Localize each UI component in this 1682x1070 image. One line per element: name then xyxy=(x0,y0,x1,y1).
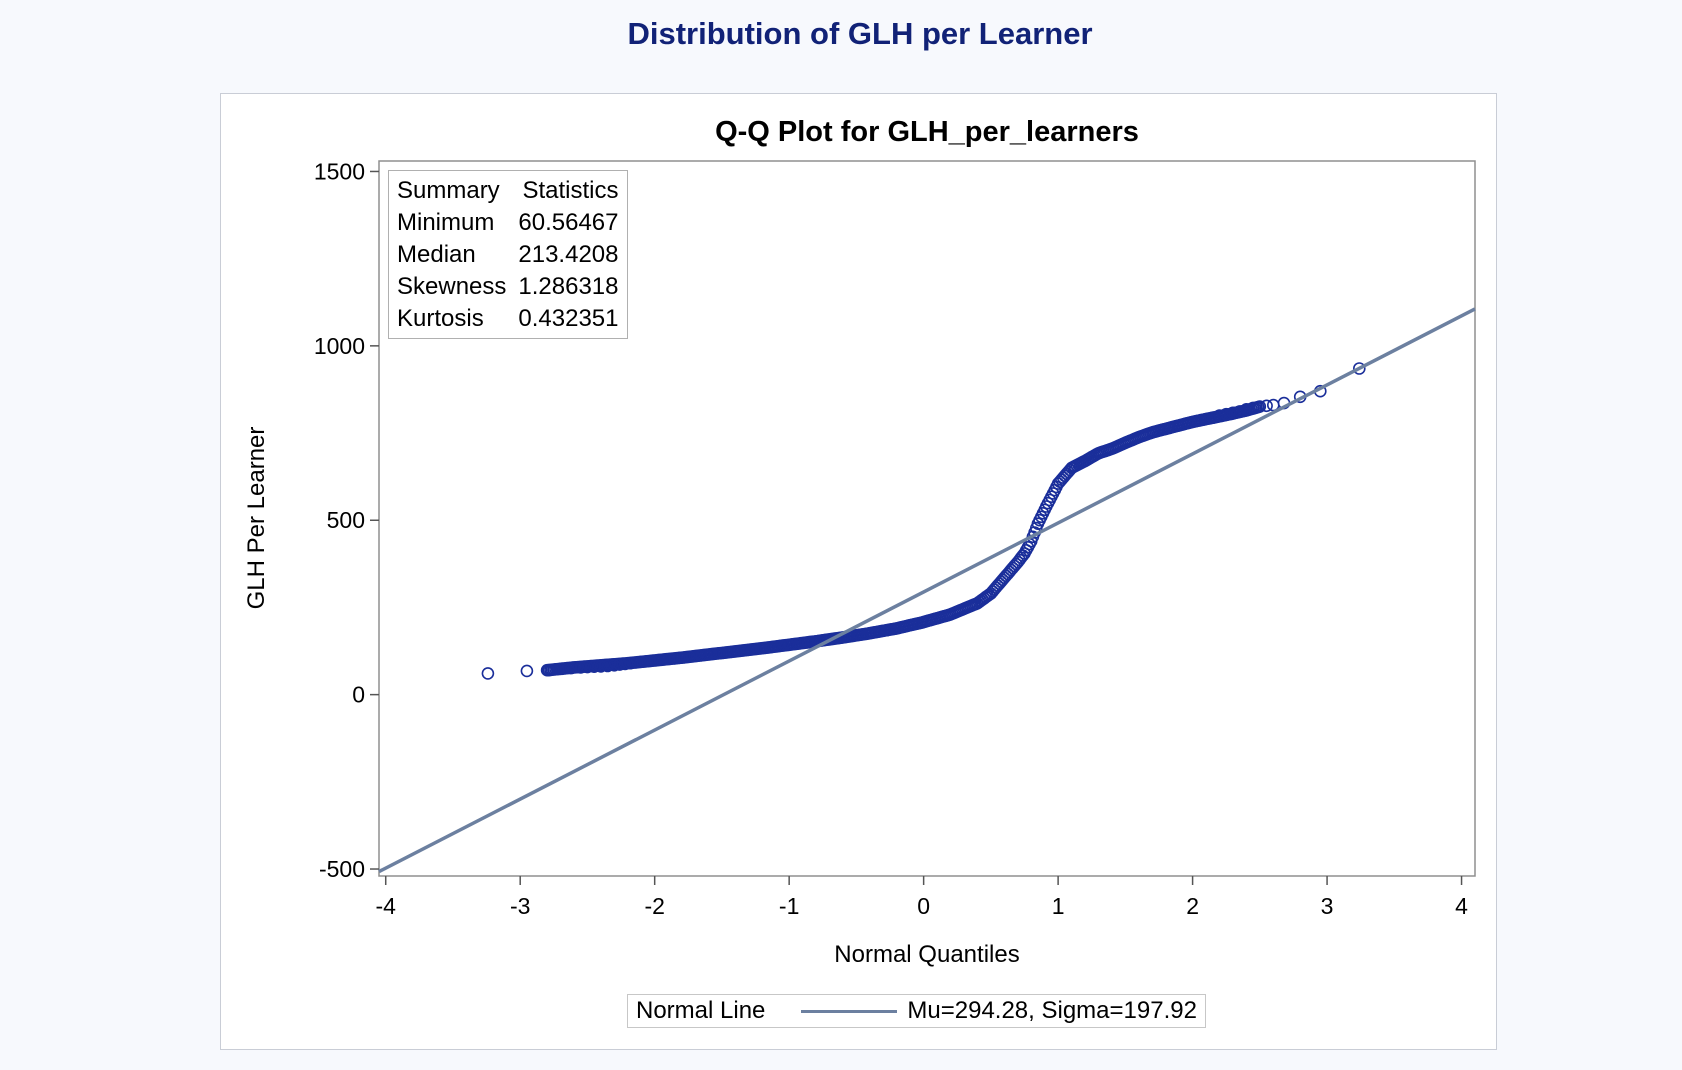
legend-line-swatch xyxy=(801,1009,898,1013)
y-tick-label: 500 xyxy=(327,507,365,533)
data-point xyxy=(1226,406,1240,420)
stats-label-skewness: Skewness xyxy=(397,273,507,300)
y-axis-ticks: -500 0 500 1000 1500 xyxy=(314,158,379,882)
data-points xyxy=(481,362,1366,680)
data-point xyxy=(1246,401,1260,415)
stats-value-median: 213.4208 xyxy=(518,241,619,268)
data-point xyxy=(594,660,608,673)
x-tick-label: 3 xyxy=(1321,893,1334,919)
stats-value-minimum: 60.56467 xyxy=(518,209,619,236)
data-point xyxy=(1353,362,1366,375)
data-point xyxy=(601,659,614,673)
data-point xyxy=(587,660,601,674)
quantile-curve xyxy=(540,400,1265,677)
x-tick-label: -3 xyxy=(510,893,530,919)
data-point xyxy=(1206,411,1220,425)
data-point xyxy=(481,667,495,680)
stats-header-summary: Summary xyxy=(397,177,500,204)
stats-label-kurtosis: Kurtosis xyxy=(397,305,484,332)
data-point xyxy=(564,661,578,675)
stats-label-median: Median xyxy=(397,241,476,268)
plot-title: Q-Q Plot for GLH_per_learners xyxy=(715,116,1139,148)
x-tick-label: -2 xyxy=(644,893,664,919)
data-point xyxy=(1240,402,1253,416)
x-tick-label: 1 xyxy=(1052,893,1065,919)
data-point xyxy=(555,662,569,676)
summary-statistics-box: Summary Statistics Minimum 60.56467 Medi… xyxy=(388,170,628,339)
x-tick-label: 2 xyxy=(1186,893,1199,919)
data-point xyxy=(1213,409,1226,422)
y-tick-label: 1500 xyxy=(314,158,365,184)
data-point xyxy=(618,657,632,671)
data-point xyxy=(1219,407,1233,421)
stats-value-kurtosis: 0.432351 xyxy=(518,305,619,332)
x-tick-label: -4 xyxy=(375,893,396,919)
page-title: Distribution of GLH per Learner xyxy=(627,16,1093,51)
data-point xyxy=(1253,400,1267,413)
data-point xyxy=(1260,399,1273,413)
plot-area xyxy=(378,160,1476,877)
data-point xyxy=(1233,405,1246,418)
x-axis-ticks: -4 -3 -2 -1 0 1 2 3 4 xyxy=(375,876,1468,919)
stats-label-minimum: Minimum xyxy=(397,209,495,236)
x-tick-label: -1 xyxy=(779,893,799,919)
legend-title: Normal Line xyxy=(636,997,766,1024)
data-point xyxy=(624,656,637,670)
y-tick-label: 0 xyxy=(352,682,365,708)
stats-value-skewness: 1.286318 xyxy=(518,273,619,300)
normal-reference-line xyxy=(378,307,1476,874)
y-tick-label: 1000 xyxy=(314,333,365,359)
x-tick-label: 4 xyxy=(1455,893,1468,919)
data-point xyxy=(520,664,534,678)
legend-entry-normal-line: Mu=294.28, Sigma=197.92 xyxy=(907,997,1197,1024)
data-point xyxy=(542,663,555,677)
legend: Normal Line Mu=294.28, Sigma=197.92 xyxy=(627,994,1206,1028)
stats-header-statistics: Statistics xyxy=(522,177,619,204)
data-point xyxy=(574,661,588,674)
x-axis-label: Normal Quantiles xyxy=(834,941,1019,968)
x-tick-label: 0 xyxy=(917,893,930,919)
y-axis-label: GLH Per Learner xyxy=(243,427,270,610)
y-tick-label: -500 xyxy=(319,856,365,882)
data-point xyxy=(581,660,594,674)
